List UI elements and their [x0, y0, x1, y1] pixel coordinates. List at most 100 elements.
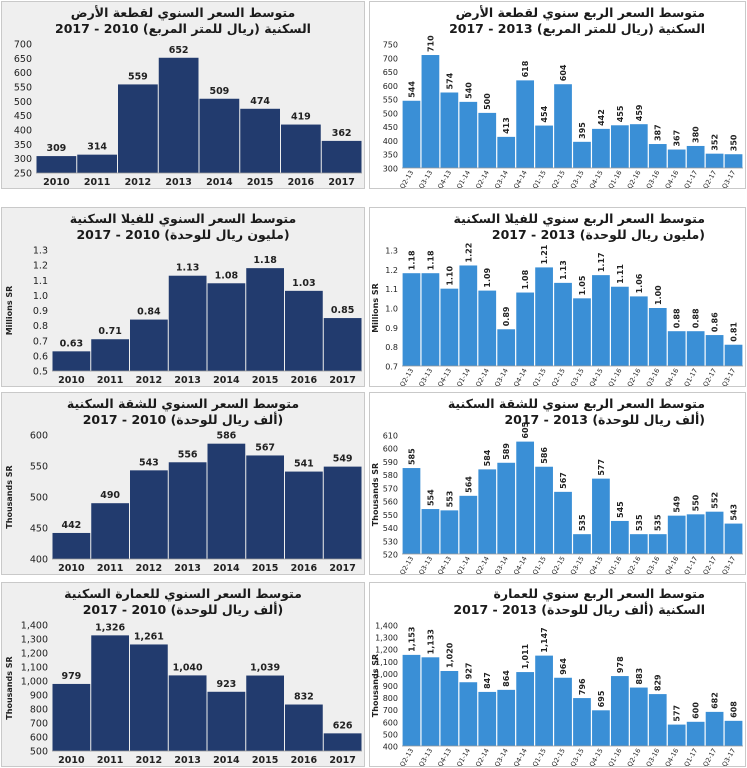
bar: [478, 290, 497, 366]
x-tick-label: Q1-16: [607, 169, 624, 189]
y-tick-label: 610: [383, 432, 398, 441]
x-tick-label: Q1-15: [531, 169, 548, 189]
y-tick-label: 500: [14, 97, 32, 108]
y-tick-label: 800: [30, 705, 48, 716]
data-label: 1.08: [215, 270, 239, 281]
x-tick-label: Q4-13: [436, 367, 453, 387]
villa-annual-title: متوسط السعر السنوي للفيلا السكنية (مليون…: [69, 211, 297, 242]
y-tick-label: 0.8: [385, 343, 398, 352]
data-label: 0.81: [730, 322, 739, 342]
data-label: 1.10: [445, 265, 454, 285]
bar: [686, 721, 705, 746]
bar: [592, 478, 610, 554]
bar: [554, 84, 572, 168]
data-label: 577: [673, 705, 682, 722]
data-label: 552: [711, 492, 720, 509]
bar: [440, 510, 459, 554]
data-label: 454: [540, 105, 549, 122]
y-tick-label: 1.1: [385, 285, 398, 294]
data-label: 964: [559, 658, 568, 675]
data-label: 314: [87, 142, 107, 153]
land-annual-chart: 250 300 350 400 450 500 550 600 650 700 309 2010 314…: [14, 40, 362, 188]
data-label: 549: [333, 454, 353, 465]
data-label: 535: [578, 514, 587, 531]
x-tick-label: Q2-14: [474, 367, 491, 387]
data-label: 1.22: [464, 243, 473, 263]
x-tick-label: Q4-14: [512, 555, 529, 575]
y-tick-label: 300: [14, 154, 32, 165]
data-label: 1.03: [292, 278, 315, 289]
villa-annual-panel: متوسط السعر السنوي للفيلا السكنية (مليون…: [1, 207, 365, 387]
y-tick-label: 800: [383, 694, 398, 703]
bar: [402, 100, 421, 168]
building-quarterly-panel: متوسط السعر الربع سنوي للعمارة السكنية (…: [369, 582, 746, 767]
data-label: 309: [46, 143, 66, 154]
x-tick-label: Q3-15: [569, 747, 586, 767]
x-tick-label: Q2-15: [550, 367, 567, 387]
x-tick-label: Q2-15: [550, 169, 567, 189]
x-tick-label: 2012: [125, 177, 151, 188]
data-label: 549: [673, 496, 682, 513]
bar: [52, 532, 91, 559]
bar: [610, 520, 629, 554]
y-tick-label: 0.5: [33, 367, 48, 378]
x-tick-label: Q2-16: [626, 555, 643, 575]
bar: [705, 335, 724, 366]
x-tick-label: Q3-14: [493, 747, 510, 767]
x-tick-label: Q2-13: [398, 367, 415, 387]
data-label: 1,011: [521, 643, 530, 669]
x-tick-label: Q3-17: [720, 169, 737, 189]
bar: [459, 495, 478, 554]
data-label: 395: [578, 122, 587, 139]
data-label: 1.18: [426, 250, 435, 270]
data-label: 442: [597, 109, 606, 126]
data-label: 0.71: [98, 326, 121, 337]
x-tick-label: Q3-14: [493, 169, 510, 189]
data-label: 535: [654, 514, 663, 531]
y-tick-label: 520: [383, 551, 398, 560]
data-label: 584: [483, 449, 492, 466]
bar: [285, 471, 323, 559]
apartment-quarterly-panel: متوسط السعر الربع سنوي للشقة السكنية (أل…: [369, 392, 746, 575]
x-tick-label: Q1-17: [683, 747, 700, 767]
data-label: 545: [616, 501, 625, 518]
land-quarterly-panel: متوسط السعر الربع سنوي لقطعة الأرض السكن…: [369, 1, 746, 189]
data-label: 864: [502, 670, 511, 687]
bar: [478, 112, 497, 168]
x-tick-label: Q2-16: [626, 169, 643, 189]
y-tick-label: 700: [383, 706, 398, 715]
bar: [77, 154, 117, 173]
data-label: 883: [635, 668, 644, 685]
bar: [421, 55, 440, 169]
x-tick-label: Q4-16: [664, 747, 681, 767]
data-label: 540: [464, 82, 473, 99]
y-tick-label: 400: [383, 137, 398, 146]
bar: [610, 676, 629, 746]
y-axis-label: Millions SR: [5, 286, 14, 336]
bar: [573, 534, 591, 554]
x-tick-label: Q2-13: [398, 555, 415, 575]
y-tick-label: 1.2: [33, 261, 48, 272]
x-tick-label: Q1-15: [531, 367, 548, 387]
data-label: 1.13: [559, 260, 568, 280]
bar: [667, 724, 686, 746]
bar: [91, 503, 129, 559]
data-label: 553: [445, 491, 454, 508]
y-tick-label: 0.8: [33, 321, 48, 332]
bar: [610, 125, 629, 168]
y-tick-label: 1,100: [21, 663, 48, 674]
y-tick-label: 1,000: [21, 677, 48, 688]
y-tick-label: 1,200: [21, 649, 48, 660]
bar: [516, 441, 535, 554]
data-label: 559: [128, 71, 148, 82]
building-annual-panel: متوسط السعر السنوي للعمارة السكنية (ألف …: [1, 582, 365, 767]
villa-quarterly-panel: متوسط السعر الربع سنوي للفيلا السكنية (م…: [369, 207, 746, 387]
x-tick-label: Q3-15: [569, 367, 586, 387]
bar: [440, 288, 459, 366]
data-label: 380: [692, 126, 701, 143]
bar: [421, 657, 440, 746]
building-annual-title: متوسط السعر السنوي للعمارة السكنية (ألف …: [64, 586, 302, 617]
x-tick-label: Q4-13: [436, 555, 453, 575]
bar: [554, 491, 572, 554]
x-tick-label: Q4-15: [588, 747, 605, 767]
